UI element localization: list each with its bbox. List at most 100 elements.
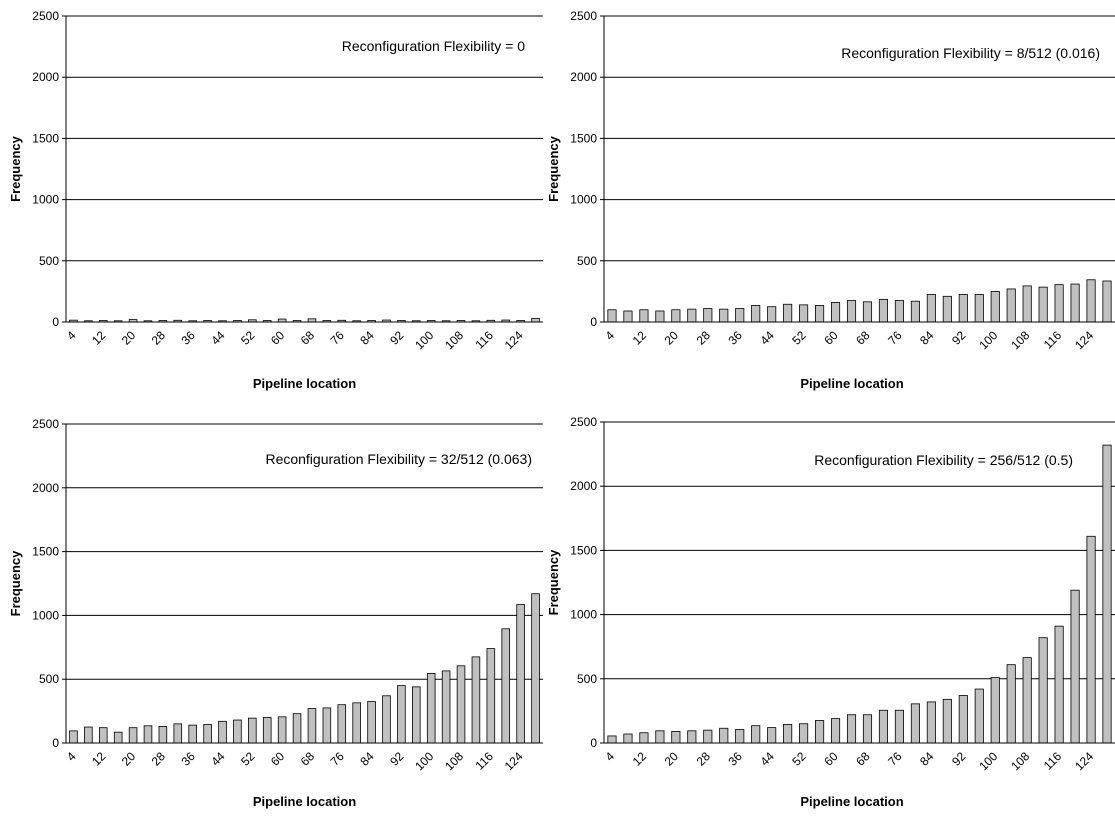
- y-axis-title: Frequency: [546, 135, 561, 202]
- x-tick-label: 116: [1041, 749, 1065, 773]
- bar-72: [322, 707, 332, 744]
- y-tick-label: 500: [39, 672, 59, 686]
- y-tick-label: 500: [577, 254, 597, 268]
- bar-100: [426, 673, 436, 744]
- x-tick-label: 108: [442, 328, 466, 352]
- x-tick-label: 4: [64, 328, 79, 343]
- bar-52: [799, 723, 809, 744]
- x-tick-label: 12: [89, 328, 109, 348]
- x-tick-label: 68: [853, 328, 873, 348]
- x-tick-label: 124: [1072, 328, 1096, 352]
- y-tick-label: 2500: [570, 9, 597, 23]
- bar-76: [894, 300, 904, 323]
- bar-48: [783, 303, 793, 323]
- bar-20: [671, 309, 681, 323]
- bar-12: [639, 309, 649, 323]
- x-tick-label: 20: [119, 749, 139, 769]
- x-axis-title: Pipeline location: [253, 794, 356, 809]
- x-tick-label: 52: [238, 749, 258, 769]
- bar-92: [958, 695, 968, 744]
- x-tick-label: 12: [89, 749, 109, 769]
- bar-124: [1086, 535, 1096, 744]
- bar-120: [1070, 589, 1080, 744]
- bar-36: [188, 724, 197, 744]
- y-tick-label: 0: [52, 315, 59, 329]
- x-tick-label: 44: [757, 749, 777, 769]
- x-tick-label: 100: [976, 749, 1000, 773]
- bar-68: [862, 714, 873, 744]
- bar-4: [607, 735, 617, 744]
- bar-64: [846, 300, 857, 323]
- x-tick-label: 100: [412, 328, 436, 352]
- bar-76: [337, 704, 347, 744]
- x-tick-label: 108: [442, 749, 466, 773]
- x-tick-label: 28: [694, 749, 714, 769]
- bar-84: [926, 701, 936, 744]
- x-tick-label: 108: [1008, 328, 1032, 352]
- chart-annotation: Reconfiguration Flexibility = 32/512 (0.…: [265, 451, 532, 467]
- y-tick-label: 1000: [570, 608, 597, 622]
- y-tick-label: 2000: [32, 70, 59, 84]
- x-tick-label: 20: [662, 328, 682, 348]
- bar-108: [456, 665, 466, 744]
- bar-28: [158, 726, 168, 744]
- x-tick-label: 28: [149, 328, 169, 348]
- bar-48: [233, 719, 242, 744]
- bar-44: [218, 720, 227, 744]
- bar-96: [974, 688, 984, 744]
- bar-44: [767, 306, 777, 323]
- x-tick-label: 52: [238, 328, 258, 348]
- bar-60: [830, 718, 841, 744]
- x-tick-label: 36: [178, 328, 198, 348]
- y-tick-label: 2000: [570, 479, 597, 493]
- bar-24: [143, 725, 153, 744]
- x-tick-label: 124: [1072, 749, 1096, 773]
- x-tick-label: 52: [789, 328, 809, 348]
- x-tick-label: 68: [298, 328, 318, 348]
- bar-40: [751, 725, 761, 744]
- bar-72: [878, 709, 889, 744]
- bar-20: [671, 731, 681, 744]
- x-tick-label: 76: [328, 328, 348, 348]
- x-axis-title: Pipeline location: [253, 376, 356, 391]
- y-axis-title: Frequency: [8, 550, 23, 617]
- y-tick-label: 500: [577, 672, 597, 686]
- bar-92: [958, 294, 968, 323]
- chart-panel-1: 0 500 1000 1500 2000 2500 4 12 20 28 36 44 52 60 68 76 8…: [8, 9, 543, 391]
- bar-120: [501, 628, 511, 744]
- bar-128: [531, 593, 540, 744]
- x-tick-label: 116: [473, 749, 497, 773]
- y-tick-label: 1500: [570, 131, 597, 145]
- x-tick-label: 100: [412, 749, 436, 773]
- bar-56: [815, 720, 825, 744]
- bar-24: [687, 308, 697, 323]
- x-tick-label: 4: [602, 328, 617, 343]
- chart-annotation: Reconfiguration Flexibility = 256/512 (0…: [814, 452, 1073, 468]
- y-tick-label: 0: [590, 736, 597, 750]
- x-tick-label: 124: [502, 749, 526, 773]
- bar-4: [69, 730, 78, 744]
- y-tick-label: 500: [39, 254, 59, 268]
- bar-28: [703, 729, 713, 744]
- x-tick-label: 68: [853, 749, 873, 769]
- x-tick-label: 36: [178, 749, 198, 769]
- bar-84: [926, 294, 936, 323]
- bar-8: [623, 310, 633, 323]
- bar-80: [352, 702, 361, 744]
- bar-116: [1054, 625, 1064, 744]
- x-tick-label: 84: [917, 328, 937, 348]
- bar-108: [1022, 657, 1032, 744]
- x-tick-label: 100: [976, 328, 1000, 352]
- chart-panel-3: 0 500 1000 1500 2000 2500 4 12 20 28 36 44 52 60 68 76 8…: [8, 417, 543, 809]
- x-tick-label: 124: [502, 328, 526, 352]
- bar-60: [830, 302, 841, 323]
- x-tick-label: 68: [298, 749, 318, 769]
- x-tick-label: 36: [726, 749, 746, 769]
- y-tick-label: 1500: [32, 131, 59, 145]
- x-tick-label: 84: [357, 749, 377, 769]
- bar-84: [367, 701, 376, 744]
- x-tick-label: 36: [726, 328, 746, 348]
- bar-56: [262, 717, 272, 744]
- x-tick-label: 12: [630, 749, 650, 769]
- y-tick-label: 1000: [32, 193, 59, 207]
